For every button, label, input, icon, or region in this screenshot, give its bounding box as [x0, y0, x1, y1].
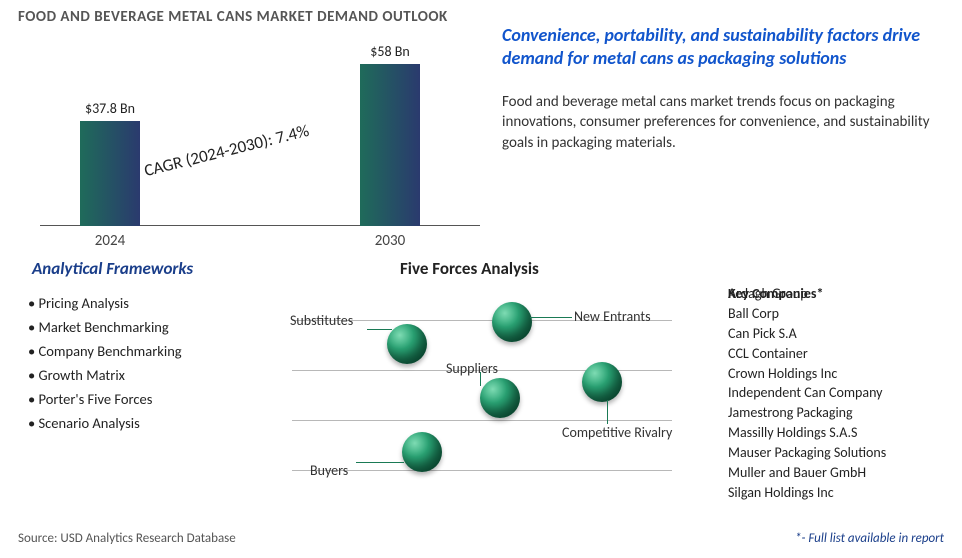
- bar-2024-year: 2024: [50, 232, 170, 250]
- leader-line: [530, 317, 572, 318]
- rivalry-label: Competitive Rivalry: [562, 424, 672, 441]
- bar-2024-value: $37.8 Bn: [50, 100, 170, 117]
- list-item: Market Benchmarking: [28, 316, 248, 340]
- leader-line: [480, 372, 481, 386]
- footnote: *- Full list available in report: [795, 531, 944, 546]
- suppliers-sphere: [480, 378, 520, 418]
- suppliers-label: Suppliers: [446, 360, 498, 377]
- bar-2030-year: 2030: [330, 232, 450, 250]
- list-item: Can Pick S.A: [728, 324, 948, 344]
- list-item: Ardagh Group: [728, 284, 948, 304]
- substitutes-sphere: [387, 324, 427, 364]
- list-item: Porter's Five Forces: [28, 388, 248, 412]
- new_entrants-sphere: [492, 302, 532, 342]
- frameworks-heading: Analytical Frameworks: [32, 258, 193, 279]
- list-item: Muller and Bauer GmbH: [728, 463, 948, 483]
- list-item: Pricing Analysis: [28, 292, 248, 316]
- list-item: Massilly Holdings S.A.S: [728, 423, 948, 443]
- grid-line: [292, 470, 672, 471]
- list-item: Crown Holdings Inc: [728, 364, 948, 384]
- list-item: CCL Container: [728, 344, 948, 364]
- market-bar-chart: $37.8 Bn 2024 $58 Bn 2030 CAGR (2024-203…: [40, 30, 480, 250]
- list-item: Jamestrong Packaging: [728, 403, 948, 423]
- leader-line: [367, 329, 392, 330]
- cagr-label: CAGR (2024-2030): 7.4%: [142, 120, 311, 181]
- buyers-label: Buyers: [310, 462, 348, 479]
- list-item: Independent Can Company: [728, 383, 948, 403]
- blurb-text: Food and beverage metal cans market tren…: [502, 92, 942, 153]
- list-item: Scenario Analysis: [28, 412, 248, 436]
- frameworks-list: Pricing Analysis Market Benchmarking Com…: [28, 292, 248, 436]
- new_entrants-label: New Entrants: [574, 308, 651, 325]
- grid-line: [292, 420, 672, 421]
- headline-text: Convenience, portability, and sustainabi…: [502, 24, 942, 71]
- bar-2030-value: $58 Bn: [330, 43, 450, 60]
- bar-2024: [80, 121, 140, 226]
- companies-list: Ardagh Group Ball Corp Can Pick S.A CCL …: [728, 284, 948, 503]
- substitutes-label: Substitutes: [290, 312, 353, 329]
- list-item: Mauser Packaging Solutions: [728, 443, 948, 463]
- five-forces-heading: Five Forces Analysis: [400, 258, 539, 279]
- page-title: FOOD AND BEVERAGE METAL CANS MARKET DEMA…: [18, 8, 448, 26]
- list-item: Growth Matrix: [28, 364, 248, 388]
- rivalry-sphere: [582, 362, 622, 402]
- five-forces-plot: Substitutes New Entrants Suppliers Competit…: [262, 282, 702, 492]
- list-item: Silgan Holdings Inc: [728, 483, 948, 503]
- list-item: Ball Corp: [728, 304, 948, 324]
- list-item: Company Benchmarking: [28, 340, 248, 364]
- leader-line: [356, 462, 404, 463]
- source-note: Source: USD Analytics Research Database: [18, 531, 236, 546]
- leader-line: [607, 400, 608, 424]
- bar-2030: [360, 64, 420, 226]
- buyers-sphere: [402, 432, 442, 472]
